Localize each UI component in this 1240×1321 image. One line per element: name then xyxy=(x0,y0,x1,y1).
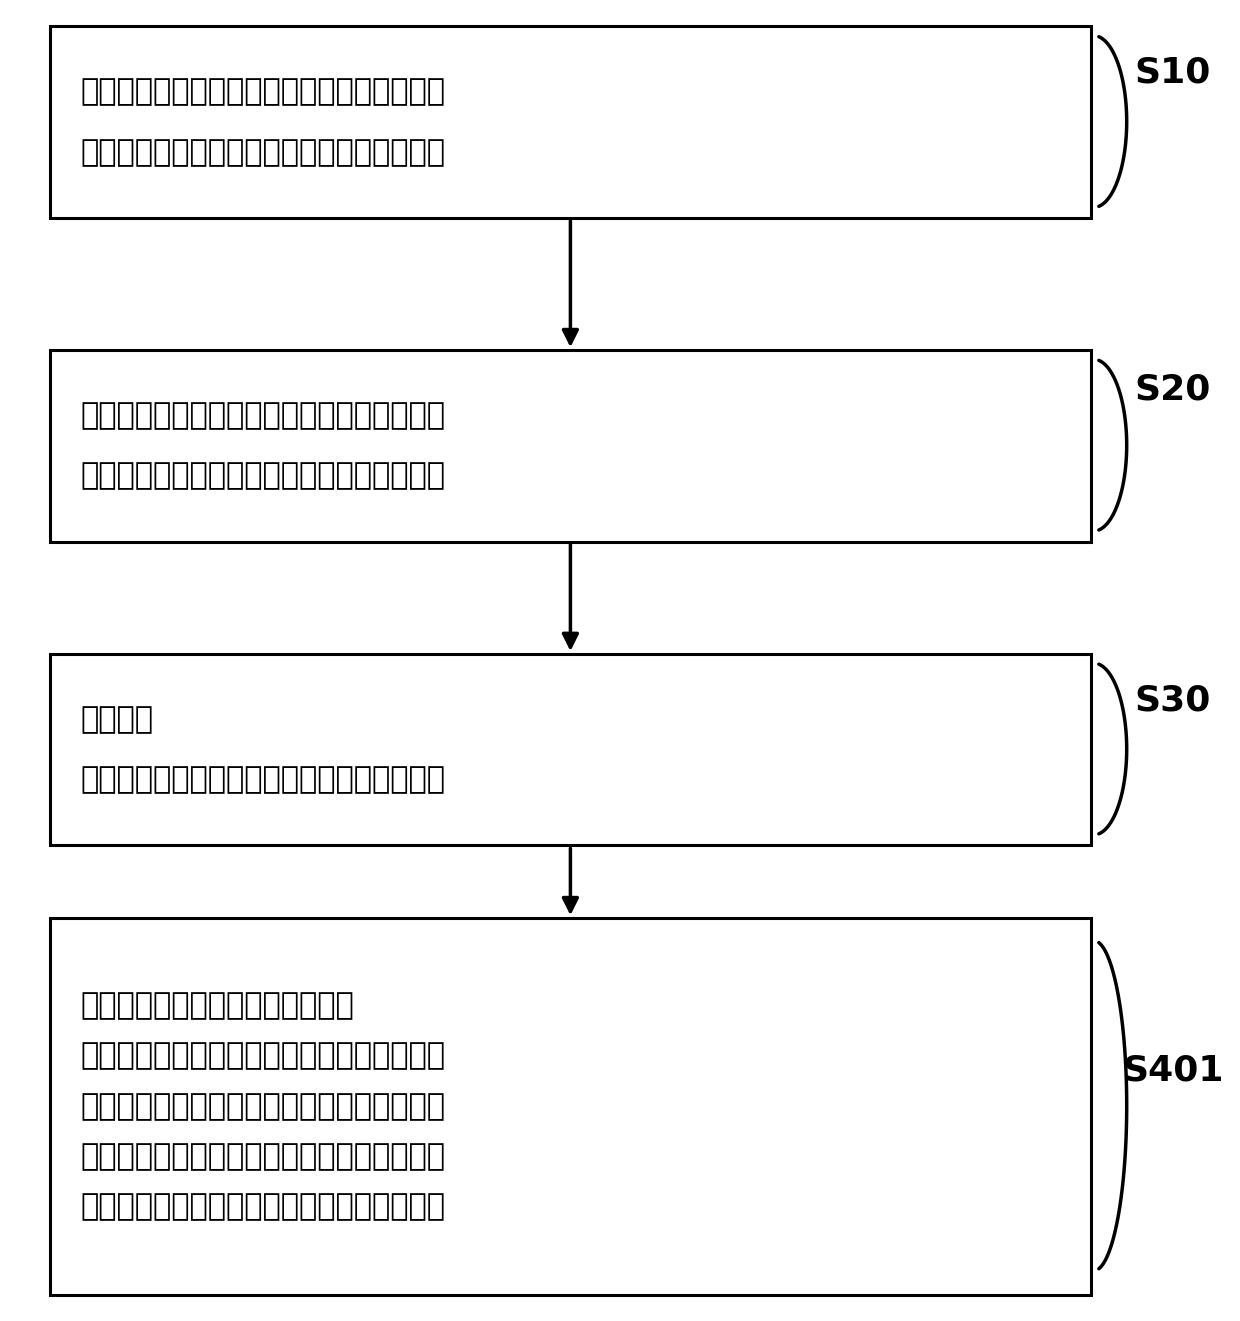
Text: 码以预设方式发送至智能终端或电子接收地址: 码以预设方式发送至智能终端或电子接收地址 xyxy=(81,78,445,107)
Text: S30: S30 xyxy=(1135,683,1211,717)
Text: 根据停车费优惠信息生成二维码，将所述二维: 根据停车费优惠信息生成二维码，将所述二维 xyxy=(81,137,445,166)
Text: S20: S20 xyxy=(1135,373,1211,407)
Text: 惠操作界面上输入的车牌号码发送至停车管理: 惠操作界面上输入的车牌号码发送至停车管理 xyxy=(81,1143,445,1170)
Bar xyxy=(50,26,1091,218)
Text: 接收智能终端识别二维码的识别操作指令，根: 接收智能终端识别二维码的识别操作指令，根 xyxy=(81,461,445,490)
Text: 平台，由所述停车管理平台根据所述停车费优: 平台，由所述停车管理平台根据所述停车费优 xyxy=(81,1092,445,1120)
Text: 车牌号码: 车牌号码 xyxy=(81,705,154,734)
Text: S401: S401 xyxy=(1122,1053,1224,1087)
Bar xyxy=(50,654,1091,845)
Bar xyxy=(50,918,1091,1295)
Text: 入的车牌号码进行停车费优惠操作: 入的车牌号码进行停车费优惠操作 xyxy=(81,992,355,1020)
Text: 接收用户在所述停车费优惠操作界面上输入的: 接收用户在所述停车费优惠操作界面上输入的 xyxy=(81,765,445,794)
Bar xyxy=(50,350,1091,542)
Text: 将所述停车费优惠信息及用户在所述停车费优: 将所述停车费优惠信息及用户在所述停车费优 xyxy=(81,1193,445,1221)
Text: 惠信息及用户在所述停车费优惠操作界面上输: 惠信息及用户在所述停车费优惠操作界面上输 xyxy=(81,1042,445,1070)
Text: S10: S10 xyxy=(1135,55,1211,90)
Text: 据所述识别操作指令显示停车费优惠操作界面: 据所述识别操作指令显示停车费优惠操作界面 xyxy=(81,402,445,431)
